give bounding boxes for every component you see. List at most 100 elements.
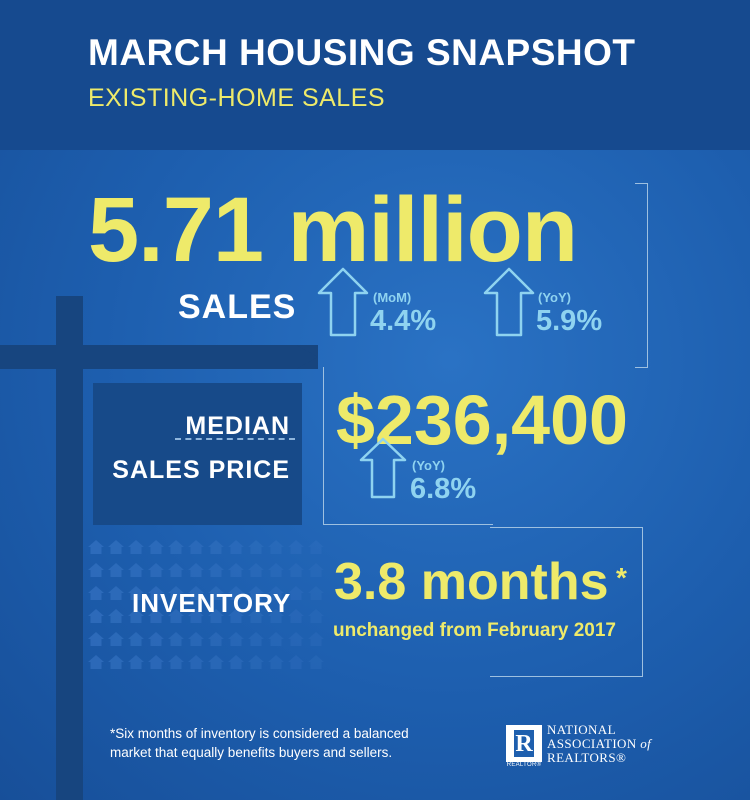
median-label-divider [175, 438, 295, 440]
house-icon [308, 540, 324, 554]
house-icon [188, 655, 204, 669]
sign-post [56, 296, 83, 800]
nar-wordmark: NATIONAL ASSOCIATION of REALTORS® [547, 723, 651, 765]
house-icon [88, 609, 104, 623]
house-icon [108, 540, 124, 554]
house-icon [128, 563, 144, 577]
inventory-value: 3.8 months [334, 553, 609, 611]
median-price-value: $236,400 [336, 381, 628, 459]
house-icon [268, 563, 284, 577]
house-icon [148, 540, 164, 554]
house-icon [168, 563, 184, 577]
house-icon [288, 540, 304, 554]
price-frame-left [323, 367, 324, 525]
up-arrow-icon [483, 267, 535, 337]
house-icon [228, 563, 244, 577]
realtor-logo-mark-text: REALTOR® [506, 762, 542, 768]
house-icon [208, 609, 224, 623]
house-icon [168, 609, 184, 623]
median-label-line2: SALES PRICE [112, 456, 290, 484]
house-icon [188, 609, 204, 623]
house-icon [308, 563, 324, 577]
house-icon [208, 586, 224, 600]
house-icon [88, 563, 104, 577]
house-icon [288, 655, 304, 669]
house-icon [108, 586, 124, 600]
house-icon [168, 655, 184, 669]
house-icon [288, 563, 304, 577]
house-icon [108, 609, 124, 623]
house-icon [288, 586, 304, 600]
house-icon [228, 609, 244, 623]
sales-label: SALES [178, 288, 297, 326]
house-icon [308, 609, 324, 623]
page-subtitle: EXISTING-HOME SALES [88, 84, 386, 112]
house-icon [308, 632, 324, 646]
house-icon [148, 586, 164, 600]
house-icon [88, 632, 104, 646]
sign-panel [93, 383, 302, 525]
house-icon [268, 609, 284, 623]
house-icon [248, 632, 264, 646]
house-icon [108, 563, 124, 577]
house-icon [228, 655, 244, 669]
footnote: *Six months of inventory is considered a… [110, 726, 409, 760]
house-icon [128, 655, 144, 669]
inventory-label: INVENTORY [132, 588, 292, 618]
house-icon [248, 586, 264, 600]
house-icon [308, 586, 324, 600]
sales-value: 5.71 million [88, 179, 578, 281]
house-icon [208, 632, 224, 646]
inventory-note: unchanged from February 2017 [333, 620, 616, 641]
realtor-logo: R [506, 725, 542, 762]
sign-crossbar-tip [296, 345, 318, 369]
house-icon [108, 655, 124, 669]
house-icon [128, 609, 144, 623]
house-icon [268, 655, 284, 669]
house-icon [268, 540, 284, 554]
house-icon [308, 655, 324, 669]
house-icon [208, 563, 224, 577]
house-icon [228, 540, 244, 554]
house-icon [88, 540, 104, 554]
sales-frame [635, 183, 648, 368]
sales-yoy-label: (YoY) [538, 290, 571, 305]
house-icon [188, 563, 204, 577]
page-title: MARCH HOUSING SNAPSHOT [88, 32, 636, 73]
realtor-logo-letter: R [515, 731, 533, 757]
house-icon [228, 586, 244, 600]
house-icon [128, 632, 144, 646]
nar-line1: NATIONAL [547, 722, 616, 737]
house-icon [248, 609, 264, 623]
house-icon [88, 586, 104, 600]
price-yoy-value: 6.8% [410, 473, 477, 505]
price-frame-bottom [323, 524, 493, 525]
house-icon [148, 563, 164, 577]
median-price-label: MEDIAN SALES PRICE [100, 404, 290, 492]
sales-mom-label: (MoM) [373, 290, 412, 305]
house-icon [248, 563, 264, 577]
house-icon [288, 632, 304, 646]
house-icon [128, 586, 144, 600]
house-icon [228, 632, 244, 646]
house-icon [128, 540, 144, 554]
house-icon [208, 540, 224, 554]
sign-crossbar [0, 345, 318, 369]
nar-line3: REALTORS® [547, 750, 627, 765]
header-band [0, 0, 750, 150]
house-icon [188, 632, 204, 646]
house-icon [168, 586, 184, 600]
nar-line2: ASSOCIATION of [547, 736, 652, 751]
house-icon-grid [88, 540, 328, 680]
inventory-frame [490, 527, 643, 677]
house-icon [148, 655, 164, 669]
house-icon [148, 609, 164, 623]
house-icon [168, 540, 184, 554]
median-label-line1: MEDIAN [185, 412, 290, 440]
house-icon [288, 609, 304, 623]
up-arrow-icon [317, 267, 369, 337]
price-yoy-label: (YoY) [412, 458, 445, 473]
house-icon [268, 586, 284, 600]
house-icon [88, 655, 104, 669]
